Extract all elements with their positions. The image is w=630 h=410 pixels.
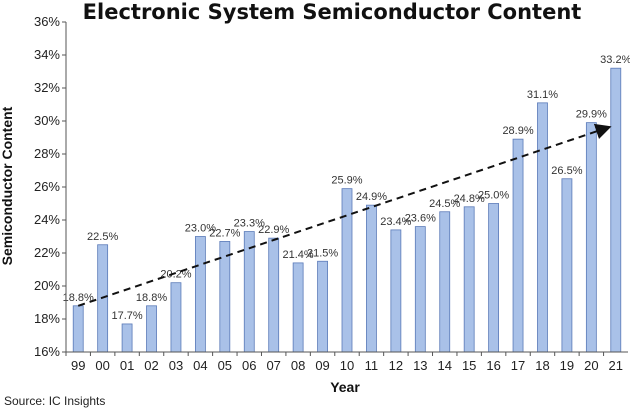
x-ticks: 99 00 01 02 03 04 05 06 07 08 09 10 11 12 13 14 15 16 17 18… [65,352,623,373]
data-label-09: 21.5% [307,247,338,259]
bar-17 [512,138,524,353]
bar-03 [170,282,182,353]
x-tick-label: 06 [242,358,256,373]
x-tick-label: 18 [535,358,549,373]
x-tick-label: 21 [609,358,623,373]
bar-02 [146,305,157,353]
data-label-06: 23.3% [234,218,265,230]
x-tick-label: 99 [71,358,85,373]
data-label-05: 22.7% [209,227,240,239]
x-tick-label: 12 [389,358,403,373]
bar-14 [439,211,451,353]
data-label-21: 33.2% [600,54,630,66]
y-tick-label: 28% [34,146,60,161]
bar-19 [561,178,573,353]
y-tick-label: 24% [34,212,60,227]
source-note: Source: IC Insights [4,394,106,408]
x-axis-label: Year [330,379,360,395]
x-tick-label: 17 [511,358,525,373]
data-label-02: 18.8% [136,292,167,304]
data-labels: 18.8% 22.5% 17.7% 18.8% 20.2% 23.0%22.7%23.3%… [63,54,630,322]
x-tick-label: 04 [193,358,207,373]
bar-07 [268,237,280,353]
data-label-15: 24.8% [454,193,485,205]
x-tick-label: 02 [144,358,158,373]
bar-21 [610,67,622,353]
chart-title: Electronic System Semiconductor Content [83,0,582,24]
x-tick-label: 16 [486,358,500,373]
bar-01 [121,323,133,353]
data-label-10: 25.9% [331,175,362,187]
trend-line [77,123,612,307]
trend-arrow [77,123,612,307]
data-label-01: 17.7% [111,310,142,322]
y-tick-label: 26% [34,179,60,194]
x-tick-label: 01 [120,358,134,373]
data-label-16: 25.0% [478,190,509,202]
data-label-08: 21.4% [283,249,314,261]
bars [72,67,622,353]
x-tick-label: 03 [169,358,183,373]
axes [65,22,628,353]
data-label-12: 23.4% [380,216,411,228]
data-label-17: 28.9% [502,125,533,137]
x-tick-label: 19 [560,358,574,373]
data-label-11: 24.9% [356,191,387,203]
data-label-99: 18.8% [63,292,94,304]
x-tick-label: 07 [266,358,280,373]
x-tick-label: 10 [340,358,354,373]
x-tick-label: 20 [584,358,598,373]
x-tick-label: 14 [438,358,452,373]
y-axis-label: Semiconductor Content [0,106,15,265]
bar-10 [341,188,353,353]
y-tick-label: 36% [34,14,60,29]
bar-11 [366,204,377,353]
bar-16 [488,203,500,353]
y-tick-label: 32% [34,80,60,95]
bar-18 [537,102,548,353]
bar-04 [194,236,206,353]
x-tick-label: 09 [315,358,329,373]
data-label-14: 24.5% [429,198,460,210]
bar-08 [292,262,304,353]
data-label-19: 26.5% [551,165,582,177]
x-tick-label: 15 [462,358,476,373]
bar-09 [317,260,328,353]
data-label-00: 22.5% [87,231,118,243]
data-label-18: 31.1% [527,89,558,101]
data-label-07: 22.9% [258,224,289,236]
x-tick-label: 11 [365,358,379,373]
bar-06 [243,231,255,353]
x-tick-label: 13 [413,358,427,373]
bar-12 [390,229,402,353]
bar-13 [414,226,426,353]
data-label-13: 23.6% [405,213,436,225]
x-tick-label: 00 [95,358,109,373]
y-ticks: 16% 18% 20% 22% 24% 26% 28% 30% 32% 34% 36% [34,14,66,359]
data-label-04: 23.0% [185,223,216,235]
data-label-20: 29.9% [576,109,607,121]
y-tick-label: 16% [34,344,60,359]
y-tick-label: 34% [34,47,60,62]
x-tick-label: 08 [291,358,305,373]
x-tick-label: 05 [218,358,232,373]
data-label-03: 20.2% [160,269,191,281]
y-tick-label: 30% [34,113,60,128]
bar-15 [463,206,475,353]
y-tick-label: 18% [34,311,60,326]
y-tick-label: 22% [34,245,60,260]
bar-20 [585,122,597,353]
y-tick-label: 20% [34,278,60,293]
bar-99 [72,305,84,353]
